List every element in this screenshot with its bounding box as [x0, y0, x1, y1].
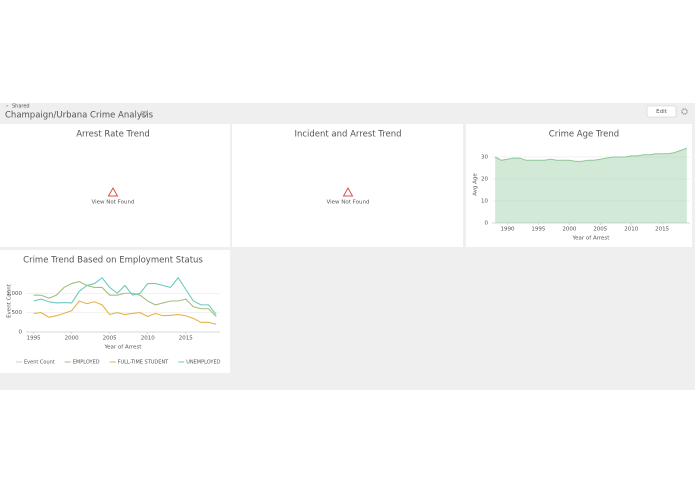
series-line [33, 300, 217, 325]
dashboard-title: Champaign/Urbana Crime Analysis [5, 111, 154, 121]
legend-label: FULL-TIME STUDENT [118, 360, 170, 366]
x-tick-label: 2010 [141, 336, 155, 342]
x-tick-label: 2000 [65, 336, 79, 342]
y-axis-label: Avg Age [473, 173, 479, 196]
x-tick-label: 2000 [562, 227, 576, 233]
x-tick-label: 1990 [500, 227, 514, 233]
panel [466, 124, 692, 247]
y-tick-label: 20 [481, 177, 488, 183]
area-line [494, 147, 688, 162]
panel [232, 124, 463, 247]
legend-label: UNEMPLOYED [186, 360, 220, 366]
y-tick-label: 1,000 [6, 291, 22, 297]
edit-label: Edit [656, 109, 667, 115]
y-tick-label: 0 [485, 221, 489, 227]
series-line [33, 281, 217, 317]
x-axis-label: Year of Arrest [572, 236, 611, 242]
x-tick-label: 2010 [624, 227, 638, 233]
legend-label: Event Count [24, 360, 55, 366]
x-axis-label: Year of Arrest [104, 345, 143, 351]
panel [0, 124, 230, 247]
panel-title: Incident and Arrest Trend [294, 130, 401, 140]
y-axis-label: Event Count [7, 283, 13, 318]
series-line [33, 276, 217, 315]
chart-title: Crime Trend Based on Employment Status [23, 256, 203, 266]
warning-icon [342, 186, 354, 197]
panel [0, 250, 230, 373]
chart-title: Crime Age Trend [549, 130, 619, 140]
edit-button[interactable] [646, 105, 677, 118]
breadcrumb[interactable]: Shared [12, 104, 30, 110]
error-message: View Not Found [92, 200, 135, 206]
x-tick-label: 2005 [103, 336, 117, 342]
area [495, 148, 687, 223]
y-tick-label: 10 [481, 199, 488, 205]
x-tick-label: 2015 [179, 336, 193, 342]
breadcrumb-arrow: › [6, 104, 8, 110]
x-tick-label: 2005 [593, 227, 607, 233]
x-tick-label: 1995 [531, 227, 545, 233]
y-tick-label: 30 [481, 155, 488, 161]
error-message: View Not Found [327, 200, 370, 206]
favorite-icon[interactable] [140, 111, 148, 118]
legend-label: EMPLOYED [73, 360, 100, 366]
y-tick-label: 500 [12, 310, 23, 316]
y-tick-label: 0 [19, 330, 23, 336]
x-tick-label: 1995 [27, 336, 41, 342]
warning-icon [107, 186, 119, 197]
x-tick-label: 2015 [655, 227, 669, 233]
settings-icon[interactable] [681, 108, 688, 115]
panel-title: Arrest Rate Trend [76, 130, 150, 140]
